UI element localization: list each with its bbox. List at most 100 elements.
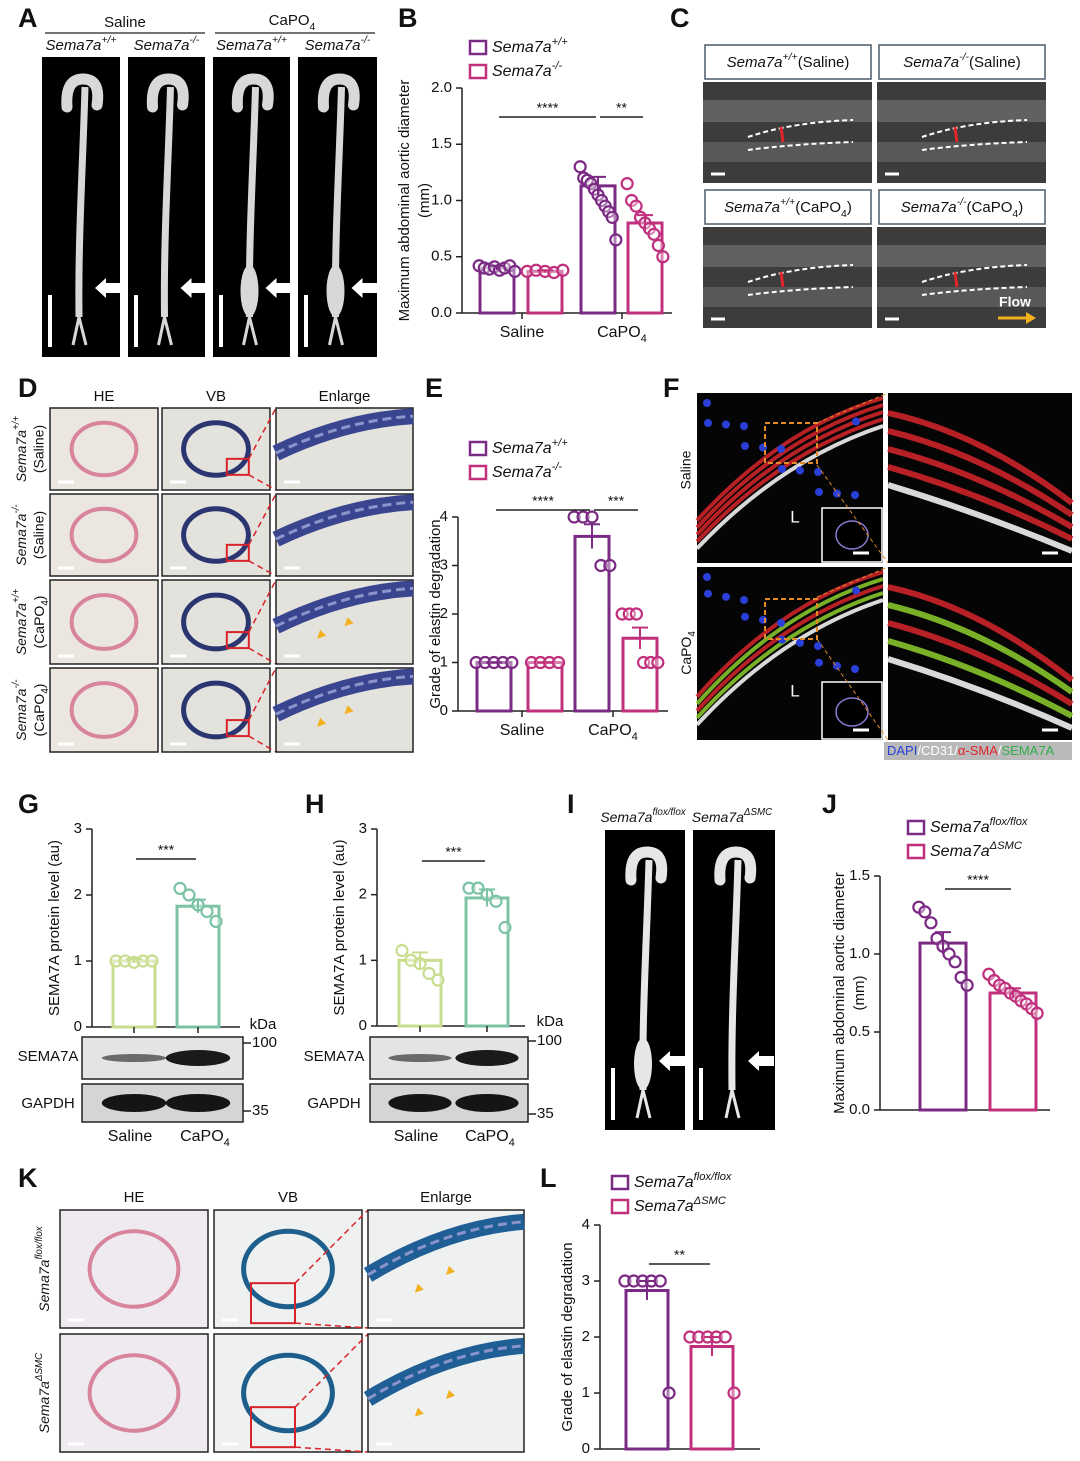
vessel-wall	[921, 264, 1028, 283]
zoom-box	[764, 422, 818, 464]
histology-image	[49, 667, 159, 753]
data-point	[209, 914, 223, 929]
legend-swatch	[906, 843, 926, 860]
text-part: 4	[509, 1137, 515, 1149]
break-arrow	[344, 617, 354, 627]
text-part: )	[847, 199, 852, 216]
panel-letter: H	[305, 789, 325, 819]
ultrasound-band	[703, 287, 872, 307]
panel-letter: B	[398, 3, 418, 33]
nucleus	[704, 589, 712, 598]
data-point	[603, 558, 617, 573]
legend-label: Sema7aflox/flox	[930, 816, 1028, 836]
nucleus	[777, 445, 785, 453]
tissue-layer	[887, 602, 1074, 695]
x-tick-label: CaPO4	[465, 1128, 515, 1149]
row-label: Sema7a+/+	[11, 589, 29, 656]
row-label: Saline	[678, 450, 694, 489]
tissue-layer	[695, 417, 884, 543]
nucleus	[852, 586, 860, 595]
text-part: -/-	[360, 34, 370, 46]
text-part: CaPO	[180, 1128, 224, 1145]
histology-image	[213, 1209, 363, 1329]
vessel-he	[87, 1229, 181, 1309]
data-point	[651, 238, 665, 253]
tissue-layer	[887, 638, 1074, 719]
text-part: Sema7a	[901, 199, 957, 216]
text-part: -/-	[552, 60, 563, 72]
y-tick-label: 4	[440, 508, 448, 525]
stain-name: CD31	[921, 743, 954, 758]
elastin-band	[367, 1344, 525, 1401]
text-part: 4	[40, 688, 51, 694]
elastin-band	[275, 500, 414, 541]
data-point	[145, 954, 159, 968]
y-axis-label: SEMA7A protein level (au)	[46, 840, 63, 1016]
vessel-wall	[747, 119, 854, 138]
aorta-arch	[317, 73, 360, 113]
ultrasound-image	[877, 227, 1046, 328]
column-header: Enlarge	[420, 1189, 472, 1206]
aorta-branch	[635, 1089, 652, 1119]
nucleus	[852, 417, 860, 426]
data-point	[462, 881, 476, 895]
panel-letter: J	[822, 789, 837, 819]
vessel-he	[87, 1353, 181, 1433]
column-header: HE	[124, 1189, 145, 1206]
text-part: Sema7a	[13, 430, 29, 482]
vessel-he	[69, 681, 139, 739]
y-tick-label: 0	[359, 1017, 367, 1034]
text-part: -/-	[959, 51, 969, 63]
flow-arrow-head	[1026, 312, 1036, 324]
panel-letter: A	[18, 3, 38, 33]
y-tick-label: 3	[74, 820, 82, 837]
nucleus	[740, 422, 748, 430]
ultrasound-band	[703, 245, 872, 267]
text-part: (Saline)	[969, 54, 1021, 71]
nucleus	[740, 596, 748, 604]
tissue-layer	[695, 424, 884, 550]
aorta-branch	[71, 316, 88, 346]
inset-vessel	[835, 697, 869, 727]
diameter-marker	[953, 126, 959, 143]
text-part: Sema7a	[492, 39, 552, 56]
y-tick-label: 2	[359, 886, 367, 903]
text-part: ΔSMC	[693, 1195, 727, 1207]
text-part: -/-	[552, 461, 563, 473]
y-tick-label: 0	[582, 1440, 590, 1457]
legend-swatch	[468, 464, 488, 481]
text-part: -/-	[189, 34, 199, 46]
ultrasound-band	[703, 100, 872, 122]
zoom-line	[816, 464, 889, 564]
legend-swatch	[468, 39, 488, 56]
data-point	[182, 888, 196, 902]
blot-band	[101, 1054, 167, 1062]
blot-unit: kDa	[537, 1013, 564, 1030]
text-part: CaPO	[465, 1128, 509, 1145]
panel-letter: G	[18, 789, 39, 819]
y-tick-label: 2	[582, 1328, 590, 1345]
image-label: Sema7a-/-(CaPO4)	[901, 196, 1023, 220]
inset	[821, 681, 883, 740]
zoom-line	[248, 474, 277, 491]
column-label: Sema7aΔSMC	[692, 807, 773, 825]
row-label: Sema7a-/-	[11, 679, 29, 741]
text-part: (Saline)	[798, 54, 850, 71]
blot-row-label: SEMA7A	[18, 1048, 79, 1065]
vessel-he	[69, 593, 139, 651]
data-point	[620, 177, 634, 191]
tissue-layer	[695, 598, 884, 727]
x-tick-label: Saline	[108, 1128, 153, 1145]
data-point	[173, 881, 187, 896]
nucleus	[796, 638, 804, 647]
image-label: Sema7a+/+(CaPO4)	[724, 196, 852, 220]
text-part: 4	[632, 731, 638, 743]
vessel-vb	[241, 1228, 335, 1310]
blot-band	[455, 1094, 519, 1112]
y-tick-label: 2.0	[431, 79, 452, 96]
lumen-label: L	[790, 681, 799, 700]
blot-band	[455, 1050, 519, 1066]
zoom-line	[248, 735, 277, 753]
text-part: Sema7a	[930, 843, 990, 860]
